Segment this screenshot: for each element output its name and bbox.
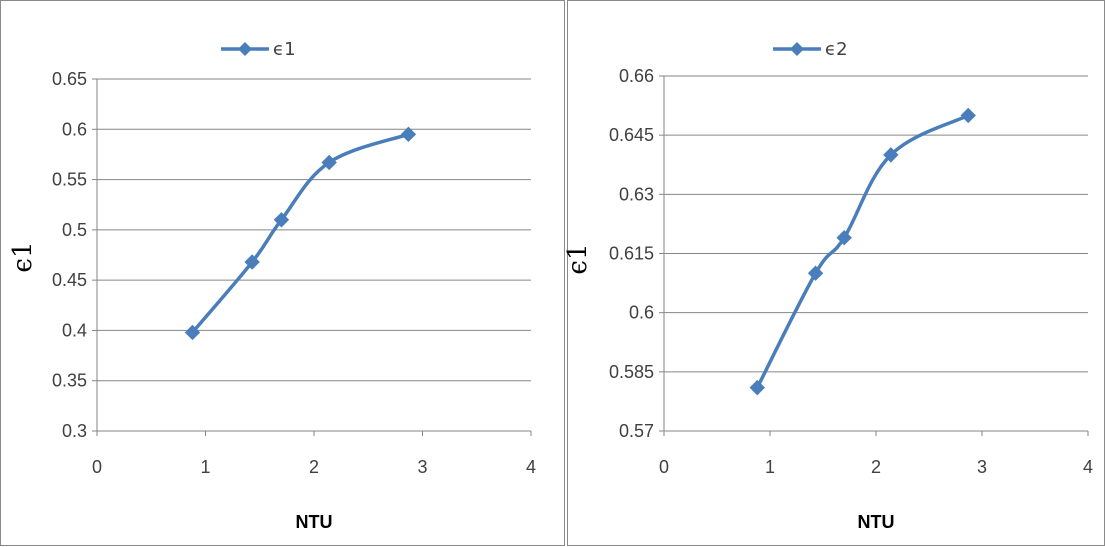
chart-1-svg: 0.3 0.35 0.4 0.45 0.5 0.55 0.6 0.65 0 1 2 3 4 NTU ϵ1 ϵ1	[8, 39, 536, 532]
data-point-marker	[749, 379, 765, 396]
data-point-marker	[883, 147, 899, 163]
x-tick-label: 0	[659, 457, 669, 477]
y-tick-label: 0.615	[609, 244, 654, 264]
data-point-marker	[960, 107, 976, 124]
y-tick-label: 0.6	[62, 119, 87, 139]
data-point-marker	[244, 254, 260, 270]
y-tick-label: 0.645	[609, 125, 654, 145]
data-point-marker	[184, 324, 201, 341]
x-tick-label: 0	[92, 457, 102, 477]
x-tick-label: 1	[765, 457, 775, 477]
y-axis-label: ϵ1	[8, 241, 38, 272]
legend-marker	[790, 42, 804, 56]
chart-panel-1: 0.3 0.35 0.4 0.45 0.5 0.55 0.6 0.65 0 1 2 3 4 NTU ϵ1 ϵ1	[0, 0, 565, 546]
y-tick-label: 0.6	[629, 303, 654, 323]
y-tick-label: 0.66	[619, 66, 654, 86]
legend-label: ϵ2	[825, 39, 848, 60]
y-tick-label: 0.5	[62, 220, 87, 240]
y-tick-label: 0.585	[609, 362, 654, 382]
x-tick-label: 2	[871, 457, 881, 477]
y-tick-label: 0.4	[62, 320, 87, 340]
data-point-marker	[273, 212, 290, 228]
y-tick-label: 0.45	[52, 270, 87, 290]
chart-2-svg: 0.57 0.585 0.6 0.615 0.63 0.645 0.66 0 1 2 3 4 NTU ϵ1…	[563, 39, 1093, 532]
y-tick-label: 0.57	[619, 421, 654, 441]
y-tick-label: 0.55	[52, 170, 87, 190]
data-point-marker	[400, 126, 417, 143]
y-tick-label: 0.63	[619, 184, 654, 204]
y-axis-label: ϵ1	[563, 243, 593, 274]
data-point-marker	[836, 230, 852, 246]
x-tick-label: 3	[977, 457, 987, 477]
y-tick-label: 0.3	[62, 421, 87, 441]
chart-panel-2: 0.57 0.585 0.6 0.615 0.63 0.645 0.66 0 1 2 3 4 NTU ϵ1…	[563, 0, 1105, 546]
x-axis-label: NTU	[858, 512, 895, 532]
x-tick-label: 2	[309, 457, 319, 477]
legend-label: ϵ1	[273, 39, 296, 60]
y-tick-label: 0.35	[52, 371, 87, 391]
x-tick-label: 4	[526, 457, 536, 477]
series-line	[755, 113, 970, 390]
y-tick-label: 0.65	[52, 69, 87, 89]
legend-marker	[238, 42, 252, 56]
x-axis-label: NTU	[296, 512, 333, 532]
data-point-marker	[321, 154, 337, 171]
x-tick-label: 4	[1083, 457, 1093, 477]
data-point-marker	[807, 265, 824, 281]
x-tick-label: 3	[417, 457, 427, 477]
series-line	[190, 132, 411, 335]
x-tick-label: 1	[200, 457, 210, 477]
